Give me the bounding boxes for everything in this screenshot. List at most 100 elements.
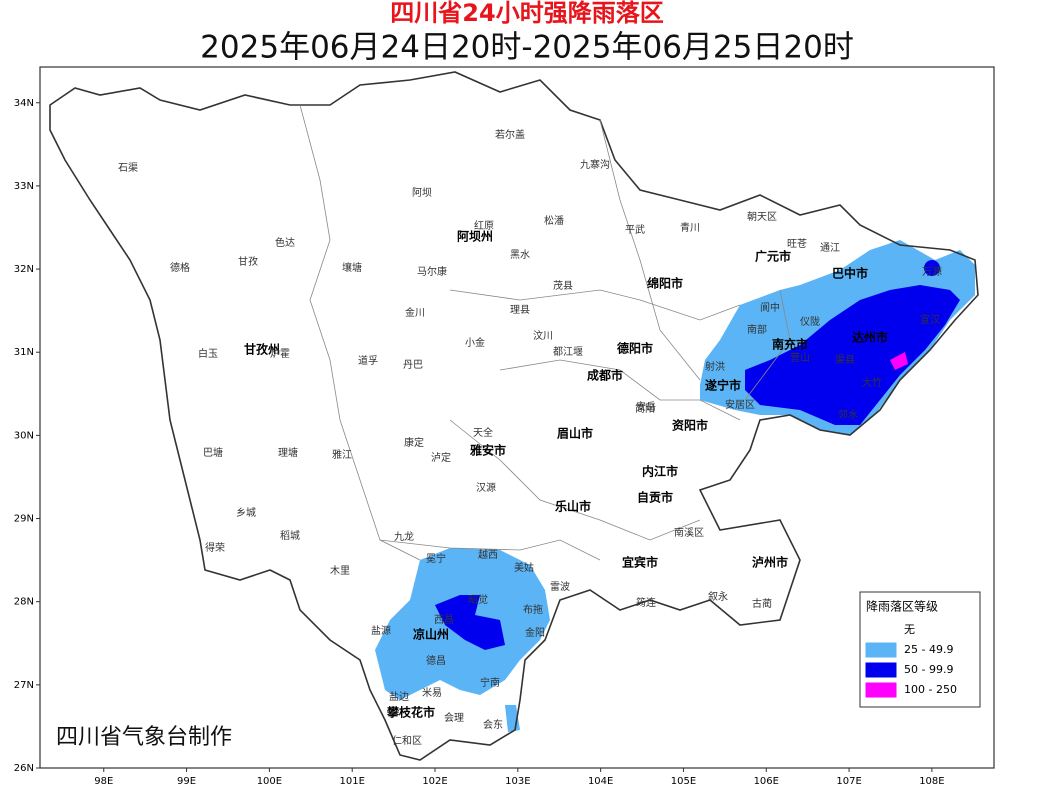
place-label: 南部 [747, 323, 767, 336]
subtitle: 2025年06月24日20时-2025年06月25日20时 [200, 30, 854, 66]
x-tick-label: 105E [671, 776, 696, 787]
x-tick-label: 98E [94, 776, 113, 787]
place-label: 西昌 [434, 614, 454, 626]
legend-title: 降雨落区等级 [866, 600, 938, 614]
place-label: 仁和区 [392, 735, 422, 747]
place-label: 南充市 [772, 337, 808, 352]
legend-swatch [865, 662, 897, 678]
x-tick-label: 99E [177, 776, 196, 787]
place-label: 眉山市 [557, 426, 593, 441]
y-tick-label: 27N [14, 680, 34, 691]
x-tick-label: 104E [588, 776, 613, 787]
place-label: 阿坝 [412, 187, 432, 199]
place-label: 米易 [422, 686, 442, 699]
place-label: 都江堰 [553, 346, 583, 358]
place-label: 色达 [275, 236, 295, 249]
place-label: 古蔺 [752, 597, 772, 610]
legend-swatch [866, 623, 896, 637]
title: 四川省24小时强降雨落区 [390, 0, 663, 27]
place-label: 朝天区 [747, 211, 777, 223]
place-label: 丹巴 [403, 359, 423, 371]
place-label: 雅江 [332, 448, 352, 461]
place-label: 简阳 [635, 402, 655, 415]
place-label: 康定 [404, 436, 424, 449]
place-label: 得荣 [205, 542, 225, 554]
place-label: 泸定 [431, 451, 451, 464]
place-label: 大竹 [862, 376, 882, 389]
place-label: 绵阳市 [647, 276, 683, 291]
place-label: 万源 [922, 265, 942, 278]
x-tick-label: 102E [422, 776, 447, 787]
place-label: 甘孜 [238, 255, 258, 268]
y-tick-label: 30N [14, 430, 34, 441]
rain-area-heavy [924, 260, 940, 276]
rain-area-heavy [435, 595, 505, 650]
x-tick-label: 108E [919, 776, 944, 787]
place-label: 石渠 [118, 162, 138, 174]
place-label: 会东 [483, 718, 503, 731]
place-label: 白玉 [198, 347, 218, 360]
prefecture-borders [299, 104, 791, 561]
place-label: 茂县 [553, 279, 573, 292]
rain-area-heavy [745, 285, 960, 425]
place-label: 乐山市 [555, 499, 591, 514]
place-label: 宁南 [480, 676, 500, 689]
place-label: 道孚 [358, 354, 378, 367]
credit: 四川省气象台制作 [56, 725, 232, 750]
place-label: 巴中市 [832, 266, 868, 281]
place-label: 汉源 [476, 481, 496, 494]
place-label: 金阳 [525, 626, 545, 639]
place-label: 若尔盖 [495, 128, 525, 141]
legend-swatch [865, 682, 897, 698]
place-label: 九寨沟 [580, 158, 610, 171]
place-label: 雷波 [550, 580, 570, 593]
place-label: 阆中 [760, 301, 780, 314]
y-tick-label: 32N [14, 264, 34, 275]
place-label: 布拖 [523, 603, 543, 616]
place-label: 稻城 [280, 530, 300, 542]
place-label: 通江 [820, 242, 840, 254]
place-label: 理塘 [278, 446, 298, 459]
place-label: 会理 [444, 711, 464, 724]
place-label: 阿坝州 [457, 230, 493, 244]
place-label: 汶川 [533, 329, 553, 342]
y-tick-label: 26N [14, 763, 34, 774]
place-label: 宜宾市 [622, 555, 658, 570]
legend-label: 50 - 99.9 [904, 663, 953, 676]
place-label: 安居区 [725, 398, 755, 411]
place-label: 松潘 [544, 214, 564, 227]
place-label: 营山 [790, 351, 810, 364]
place-label: 黑水 [510, 249, 530, 261]
place-label: 泸州市 [752, 555, 788, 570]
place-label: 南溪区 [674, 526, 704, 539]
place-label: 平武 [625, 223, 645, 236]
x-tick-label: 107E [836, 776, 861, 787]
place-label: 天全 [473, 426, 493, 439]
place-label: 安岳 [636, 400, 656, 413]
place-label: 广元市 [755, 249, 791, 264]
legend-label: 无 [904, 623, 915, 636]
place-label: 凉山州 [413, 627, 449, 642]
place-label: 攀枝花市 [387, 705, 435, 720]
place-label: 成都市 [587, 368, 623, 383]
place-label: 射洪 [705, 361, 725, 373]
place-label: 盐源 [371, 624, 391, 637]
place-label: 盐边 [389, 690, 409, 703]
x-tick-label: 101E [340, 776, 365, 787]
place-label: 德格 [170, 261, 190, 274]
y-tick-label: 29N [14, 514, 34, 525]
legend-swatch [865, 642, 897, 658]
place-label: 内江市 [642, 464, 678, 479]
x-tick-label: 100E [257, 776, 282, 787]
place-label: 仪陇 [800, 315, 820, 328]
place-label: 小金 [465, 336, 485, 349]
place-label: 乡城 [236, 507, 256, 519]
place-label: 宣汉 [920, 313, 940, 326]
place-label: 马尔康 [417, 265, 447, 278]
y-tick-label: 33N [14, 181, 34, 192]
place-label: 壤塘 [342, 261, 362, 274]
place-label: 达州市 [852, 330, 888, 345]
place-label: 遂宁市 [705, 378, 741, 393]
y-tick-label: 34N [14, 98, 34, 109]
